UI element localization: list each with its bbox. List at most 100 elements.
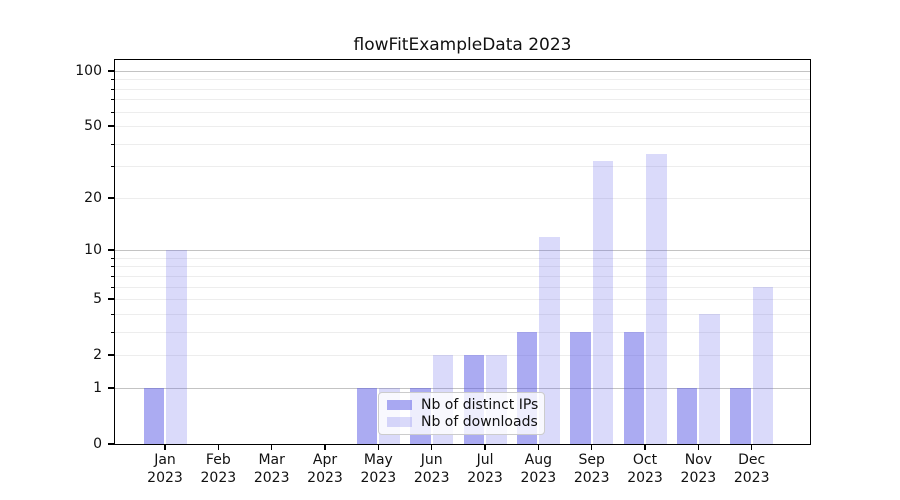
- x-tick-nov: [697, 445, 700, 450]
- gridline-minor-80: [115, 88, 810, 90]
- gridline-minor-90: [115, 79, 810, 81]
- x-tick-label-dec: Dec 2023: [722, 451, 782, 487]
- x-tick-label-month: Oct: [632, 452, 658, 468]
- legend-item-distinct-ips: Nb of distinct IPs: [387, 396, 539, 413]
- x-tick-label-oct: Oct 2023: [615, 451, 675, 487]
- y-minor-tick-4: [111, 313, 114, 315]
- plot-area: [114, 59, 811, 445]
- x-tick-label-year: 2023: [147, 470, 183, 486]
- x-tick-label-year: 2023: [467, 470, 503, 486]
- x-tick-label-year: 2023: [627, 470, 663, 486]
- y-minor-tick-50: [111, 126, 114, 128]
- gridline-minor-7: [115, 275, 810, 277]
- bar-nb-of-distinct-ips-oct: [623, 331, 645, 444]
- x-tick-label-sep: Sep 2023: [562, 451, 622, 487]
- y-minor-tick-80: [111, 88, 114, 90]
- x-tick-label-nov: Nov 2023: [668, 451, 728, 487]
- gridline-minor-3: [115, 331, 810, 333]
- legend: Nb of distinct IPs Nb of downloads: [378, 392, 545, 435]
- x-tick-aug: [537, 445, 540, 450]
- x-tick-label-year: 2023: [733, 470, 770, 486]
- y-tick-label-0: 0: [93, 436, 102, 452]
- y-minor-tick-8: [111, 266, 114, 268]
- gridline-major-10: [115, 250, 810, 252]
- x-tick-apr: [324, 445, 326, 450]
- y-tick-label-50: 50: [84, 118, 102, 135]
- x-tick-label-month: Jan: [154, 452, 176, 468]
- x-tick-label-month: Mar: [258, 452, 285, 468]
- x-tick-dec: [750, 445, 753, 450]
- bar-nb-of-distinct-ips-jan: [143, 387, 164, 444]
- x-tick-jan: [164, 445, 166, 450]
- x-tick-label-jul: Jul 2023: [455, 451, 515, 487]
- legend-label-distinct-ips: Nb of distinct IPs: [421, 396, 539, 413]
- x-tick-label-month: Feb: [205, 452, 231, 468]
- x-tick-label-apr: Apr 2023: [295, 451, 355, 487]
- x-tick-jul: [484, 445, 486, 450]
- x-tick-label-month: Jul: [476, 452, 494, 468]
- y-minor-tick-20: [111, 197, 114, 199]
- gridline-minor-60: [115, 111, 810, 113]
- x-tick-label-year: 2023: [200, 470, 237, 486]
- bar-nb-of-downloads-aug: [539, 236, 560, 444]
- y-tick-label-10: 10: [84, 242, 102, 259]
- x-tick-label-month: Dec: [738, 452, 766, 468]
- gridline-minor-4: [115, 313, 810, 315]
- y-tick-1: [108, 387, 114, 389]
- y-minor-tick-9: [111, 257, 114, 259]
- gridline-major-100: [115, 70, 810, 72]
- x-tick-label-month: Apr: [312, 452, 338, 468]
- bar-nb-of-distinct-ips-sep: [570, 331, 591, 444]
- gridline-major-1: [115, 387, 810, 389]
- x-tick-label-month: May: [363, 452, 393, 468]
- x-tick-label-year: 2023: [413, 470, 450, 486]
- gridline-minor-5: [115, 299, 810, 301]
- y-minor-tick-90: [111, 79, 114, 81]
- x-tick-oct: [644, 445, 646, 450]
- bar-nb-of-distinct-ips-may: [356, 387, 378, 444]
- bar-nb-of-downloads-jan: [166, 250, 187, 444]
- y-minor-tick-40: [111, 143, 114, 145]
- gridline-minor-30: [115, 166, 810, 168]
- bar-nb-of-downloads-nov: [699, 313, 720, 444]
- gridline-minor-6: [115, 286, 810, 288]
- y-minor-tick-2: [111, 355, 114, 357]
- x-tick-label-may: May 2023: [348, 451, 408, 487]
- gridline-minor-70: [115, 99, 810, 101]
- x-tick-label-jan: Jan 2023: [135, 451, 195, 487]
- gridline-minor-2: [115, 355, 810, 357]
- y-tick-label-100: 100: [75, 62, 102, 79]
- x-tick-label-year: 2023: [307, 470, 343, 486]
- y-tick-label-20: 20: [84, 189, 102, 206]
- x-tick-label-year: 2023: [360, 470, 397, 486]
- x-tick-label-jun: Jun 2023: [402, 451, 462, 487]
- gridline-minor-20: [115, 197, 810, 199]
- bar-nb-of-distinct-ips-nov: [676, 387, 698, 444]
- x-tick-jun: [430, 445, 433, 450]
- x-tick-label-month: Aug: [524, 452, 553, 468]
- x-tick-mar: [270, 445, 273, 450]
- y-minor-tick-7: [111, 275, 114, 277]
- x-tick-feb: [217, 445, 220, 450]
- y-minor-tick-70: [111, 99, 114, 101]
- y-tick-10: [108, 249, 114, 251]
- y-minor-tick-6: [111, 286, 114, 288]
- gridline-minor-40: [115, 143, 810, 145]
- gridline-minor-8: [115, 266, 810, 268]
- y-minor-tick-30: [111, 166, 114, 168]
- x-tick-label-year: 2023: [520, 470, 557, 486]
- x-tick-label-year: 2023: [680, 470, 717, 486]
- legend-label-downloads: Nb of downloads: [421, 414, 538, 431]
- x-tick-label-aug: Aug 2023: [508, 451, 568, 487]
- y-minor-tick-5: [111, 299, 114, 301]
- chart-title: flowFitExampleData 2023: [353, 35, 572, 55]
- legend-swatch-distinct-ips: [387, 399, 412, 410]
- y-minor-tick-60: [111, 111, 114, 113]
- y-tick-label-2: 2: [93, 347, 102, 364]
- x-tick-label-feb: Feb 2023: [188, 451, 248, 487]
- bar-nb-of-downloads-dec: [752, 286, 774, 444]
- x-tick-label-month: Sep: [578, 452, 605, 468]
- y-tick-100: [108, 70, 114, 72]
- x-tick-label-month: Jun: [420, 452, 443, 468]
